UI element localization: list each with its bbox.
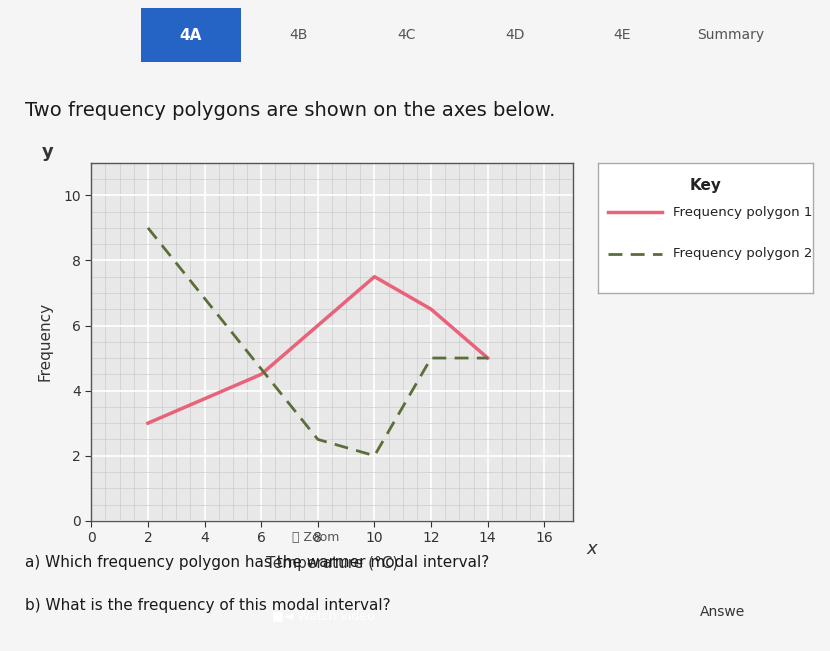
Text: Frequency polygon 2: Frequency polygon 2 xyxy=(673,247,813,260)
Text: x: x xyxy=(587,540,598,559)
Text: b) What is the frequency of this modal interval?: b) What is the frequency of this modal i… xyxy=(25,598,391,613)
Text: 4E: 4E xyxy=(613,28,632,42)
Text: y: y xyxy=(42,143,54,161)
Text: 4C: 4C xyxy=(398,28,416,42)
Text: Summary: Summary xyxy=(697,28,764,42)
Text: Frequency polygon 1: Frequency polygon 1 xyxy=(673,206,813,219)
Text: Answe: Answe xyxy=(700,605,745,619)
Text: 🔍 Zoom: 🔍 Zoom xyxy=(291,531,339,544)
Text: Two frequency polygons are shown on the axes below.: Two frequency polygons are shown on the … xyxy=(25,101,555,120)
Y-axis label: Frequency: Frequency xyxy=(37,302,52,381)
Text: Key: Key xyxy=(690,178,721,193)
Text: 4A: 4A xyxy=(180,27,202,43)
Text: a) Which frequency polygon has the warmer modal interval?: a) Which frequency polygon has the warme… xyxy=(25,555,489,570)
Text: ■◄ Watch video: ■◄ Watch video xyxy=(272,609,375,622)
Text: 4B: 4B xyxy=(290,28,308,42)
Text: 4D: 4D xyxy=(505,28,525,42)
Bar xyxy=(141,8,241,62)
X-axis label: Temperature (°C): Temperature (°C) xyxy=(266,557,398,572)
